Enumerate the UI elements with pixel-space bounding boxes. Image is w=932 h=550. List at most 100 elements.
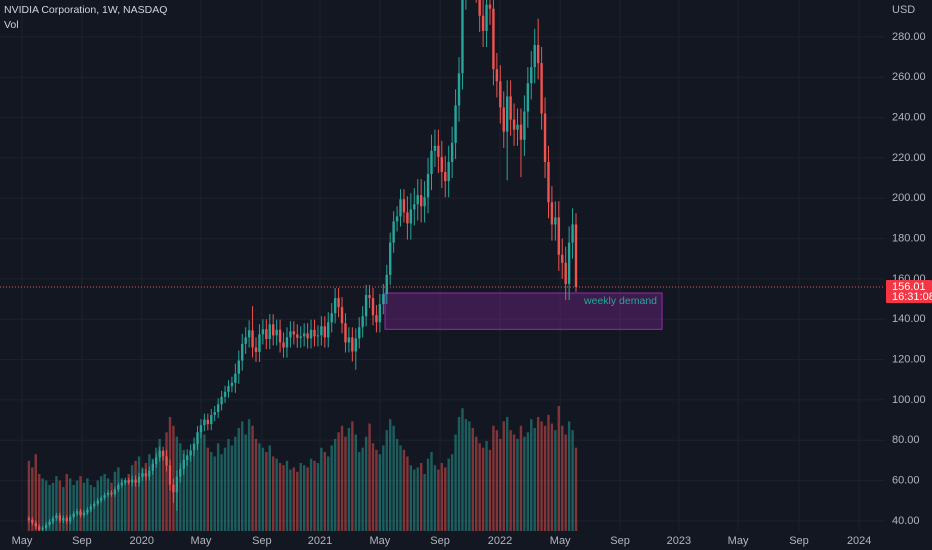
volume-bar xyxy=(220,454,223,531)
volume-bar xyxy=(574,447,578,531)
x-tick-label: May xyxy=(12,535,33,547)
volume-bar xyxy=(368,423,371,531)
volume-bar xyxy=(423,473,426,531)
candle-body xyxy=(419,195,423,207)
candle-body xyxy=(148,470,151,477)
volume-bar xyxy=(75,480,79,531)
candle-body xyxy=(540,63,543,114)
y-tick-label: 60.00 xyxy=(892,474,920,486)
volume-bar xyxy=(519,425,523,531)
candle-body xyxy=(433,145,437,151)
axes: 40.0060.0080.00100.00120.00140.00160.001… xyxy=(12,31,926,547)
candle-body xyxy=(413,204,416,210)
x-tick-label: Sep xyxy=(252,535,272,547)
candle-body xyxy=(44,524,48,529)
candle-body xyxy=(185,455,189,461)
candle-body xyxy=(51,518,55,522)
x-tick-label: Sep xyxy=(72,535,92,547)
candle-body xyxy=(48,521,51,525)
candle-body xyxy=(519,124,523,140)
volume-bar xyxy=(65,473,68,531)
volume-bar xyxy=(72,484,75,531)
candle-body xyxy=(447,161,450,182)
volume-bar xyxy=(223,447,227,531)
candle-body xyxy=(223,391,227,397)
volume-bar xyxy=(237,427,241,531)
volume-bar xyxy=(426,458,430,531)
candle-body xyxy=(492,8,495,70)
volume-bar xyxy=(34,454,37,531)
candle-body xyxy=(509,96,512,120)
y-tick-label: 40.00 xyxy=(892,515,920,527)
candle-body xyxy=(454,105,457,143)
candle-body xyxy=(296,334,299,338)
volume-bar xyxy=(124,480,127,531)
candle-body xyxy=(530,67,533,84)
candle-body xyxy=(330,313,333,323)
volume-bar xyxy=(512,434,516,531)
candle-body xyxy=(488,4,492,9)
candle-body xyxy=(155,457,158,464)
candle-body xyxy=(499,81,502,108)
volume-bar xyxy=(337,432,340,531)
volume-bar xyxy=(282,465,285,531)
volume-bar xyxy=(234,436,237,531)
volume-bar xyxy=(134,460,137,531)
volume-bar xyxy=(516,438,519,531)
volume-bar xyxy=(79,476,82,531)
volume-bar xyxy=(358,452,361,531)
volume-bar xyxy=(285,460,289,531)
candle-body xyxy=(430,150,433,175)
volume-bar xyxy=(392,425,395,531)
candle-body xyxy=(333,298,337,314)
y-tick-label: 200.00 xyxy=(892,192,926,204)
volume-bar xyxy=(268,445,271,531)
candle-body xyxy=(199,425,203,433)
candle-body xyxy=(399,199,402,217)
volume-bar xyxy=(41,478,44,531)
volume-bar xyxy=(382,445,385,531)
candle-body xyxy=(41,528,44,530)
candle-body xyxy=(192,443,196,451)
volume-bar xyxy=(158,438,161,531)
candle-body xyxy=(113,489,117,495)
candle-body xyxy=(144,473,148,477)
y-tick-label: 260.00 xyxy=(892,71,926,83)
volume-bar xyxy=(55,476,58,531)
volume-bar xyxy=(471,427,474,531)
candle-body xyxy=(505,96,509,132)
candle-body xyxy=(382,294,385,305)
volume-bar xyxy=(554,430,557,531)
candle-body xyxy=(89,506,93,510)
candle-body xyxy=(426,174,430,198)
volume-bar xyxy=(44,480,48,531)
candle-body xyxy=(440,156,444,173)
candle-body xyxy=(557,217,561,255)
candle-body xyxy=(316,335,320,337)
volume-bar xyxy=(364,436,368,531)
last-price-label: 156.01 xyxy=(892,281,926,293)
volume-bar xyxy=(354,434,357,531)
candle-body xyxy=(68,516,72,522)
volume-bar xyxy=(571,430,574,531)
volume-bar xyxy=(351,421,354,531)
volume-bar xyxy=(523,436,526,531)
volume-bar xyxy=(213,456,216,531)
candle-body xyxy=(124,480,127,483)
volume-bar xyxy=(172,425,175,531)
volume-bar xyxy=(323,452,327,531)
volume-bar xyxy=(316,463,320,531)
volume-bar xyxy=(413,469,416,531)
volume-bar xyxy=(113,471,117,531)
volume-bar xyxy=(182,449,185,531)
candle-body xyxy=(378,304,382,323)
candle-body xyxy=(561,254,564,263)
candle-body xyxy=(309,329,313,339)
candle-body xyxy=(58,515,62,521)
x-tick-label: 2021 xyxy=(308,535,332,547)
candle-body xyxy=(206,419,210,425)
candle-body xyxy=(533,44,536,68)
volume-bar xyxy=(141,467,144,531)
volume-bar xyxy=(117,467,120,531)
